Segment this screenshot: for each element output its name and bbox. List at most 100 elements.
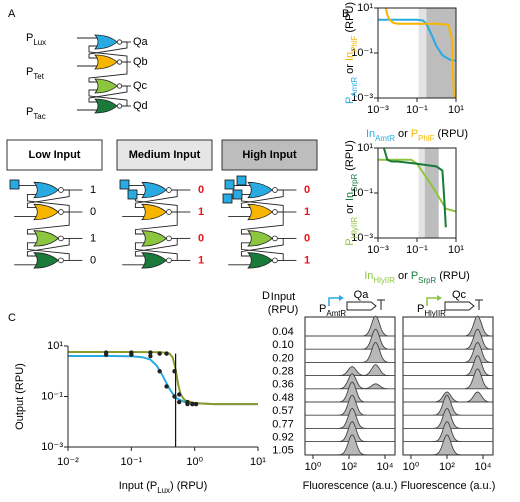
row-label: 0.04 bbox=[272, 326, 293, 338]
row-label: 0.36 bbox=[272, 379, 293, 391]
label-subscript: Lux bbox=[33, 38, 46, 47]
y-tick-label: 10¹ bbox=[47, 340, 63, 352]
histogram bbox=[403, 368, 493, 390]
label-part: P bbox=[26, 106, 33, 118]
inducer-square bbox=[9, 179, 20, 190]
promoter-arrowhead bbox=[339, 295, 344, 301]
histogram bbox=[305, 381, 395, 403]
gate-bubble bbox=[58, 235, 64, 242]
inducer-square bbox=[232, 189, 243, 200]
output-state: 1 bbox=[198, 206, 204, 218]
inducer-square bbox=[127, 189, 138, 200]
curve bbox=[378, 18, 457, 62]
curve bbox=[382, 147, 447, 228]
label-part: Output (RPU) bbox=[14, 363, 26, 430]
output-state: 0 bbox=[304, 184, 310, 196]
gate-bubble bbox=[166, 187, 172, 193]
wire bbox=[88, 62, 128, 83]
gene-box bbox=[444, 301, 475, 311]
x-axis-label: Input (PLux) (RPU) bbox=[119, 480, 208, 495]
wire bbox=[88, 85, 128, 103]
data-point bbox=[148, 350, 153, 355]
promoter-label: PLux bbox=[26, 32, 46, 47]
wire bbox=[134, 237, 178, 257]
row-label: 0.57 bbox=[272, 405, 293, 417]
gate-bubble bbox=[116, 59, 123, 65]
gate-bubble bbox=[116, 83, 123, 89]
row-header: Input bbox=[271, 291, 295, 303]
histogram bbox=[403, 355, 493, 377]
x-tick-label: 10⁴ bbox=[377, 461, 394, 473]
output-state: 0 bbox=[90, 254, 96, 266]
gate-bubble bbox=[58, 187, 64, 193]
y-tick-label: 10⁻³ bbox=[351, 92, 373, 104]
row-label: 0.48 bbox=[272, 392, 293, 404]
row-label: 0.28 bbox=[272, 366, 293, 378]
x-tick-label: 10¹ bbox=[448, 244, 464, 256]
label-part: P bbox=[344, 238, 356, 245]
row-header: (RPU) bbox=[268, 304, 299, 316]
label-subscript: SrpR bbox=[418, 276, 436, 285]
label-part: or bbox=[344, 61, 356, 77]
panel-label: C bbox=[8, 312, 16, 324]
output-state: 0 bbox=[304, 232, 310, 244]
label-part: P bbox=[344, 97, 356, 104]
label-part: Input (P bbox=[119, 480, 158, 492]
row-label: 0.20 bbox=[272, 352, 293, 364]
row-label: 1.05 bbox=[272, 445, 293, 457]
histogram bbox=[305, 341, 395, 363]
nor-gate bbox=[247, 181, 273, 199]
data-point bbox=[157, 369, 162, 374]
nor-gate bbox=[247, 230, 273, 247]
wire bbox=[88, 41, 128, 59]
label-subscript: HlyIIR bbox=[373, 276, 395, 285]
wire bbox=[134, 242, 178, 261]
label-part: P bbox=[411, 270, 418, 282]
x-tick-label: 10⁴ bbox=[475, 461, 492, 473]
x-tick-label: 10⁰ bbox=[186, 456, 203, 468]
label-subscript: Lux bbox=[157, 486, 170, 495]
x-tick-label: 10⁻³ bbox=[367, 104, 389, 116]
output-label: Qc bbox=[133, 80, 148, 92]
wire bbox=[134, 189, 178, 209]
gate-bubble bbox=[58, 257, 64, 264]
output-state: 1 bbox=[304, 254, 310, 266]
y-tick-label: 10⁻¹ bbox=[351, 187, 373, 199]
condition-label: Low Input bbox=[29, 149, 81, 161]
x-tick-label: 10² bbox=[341, 461, 357, 473]
x-tick-label: 10⁰ bbox=[305, 461, 322, 473]
wire bbox=[88, 89, 128, 107]
data-point bbox=[177, 392, 182, 397]
nor-gate bbox=[94, 98, 118, 114]
y-tick-label: 10¹ bbox=[357, 142, 373, 154]
label-part: or bbox=[395, 270, 411, 282]
data-point bbox=[193, 401, 199, 407]
curve bbox=[384, 7, 456, 99]
promoter-label: PTet bbox=[26, 66, 45, 81]
nor-gate bbox=[141, 230, 167, 247]
histogram bbox=[305, 434, 395, 456]
output-state: 1 bbox=[304, 206, 310, 218]
wire bbox=[26, 193, 70, 213]
x-axis-label: Fluorescence (a.u.) bbox=[401, 480, 496, 492]
x-tick-label: 10² bbox=[439, 461, 455, 473]
nor-gate bbox=[33, 181, 59, 199]
data-point bbox=[190, 401, 195, 407]
output-state: 1 bbox=[90, 184, 96, 196]
histogram bbox=[403, 407, 493, 429]
histogram bbox=[305, 421, 395, 443]
label-part: (RPU) bbox=[344, 140, 356, 174]
x-tick-label: 10⁻¹ bbox=[406, 104, 428, 116]
wire bbox=[26, 212, 70, 235]
promoter-arrow bbox=[328, 297, 339, 306]
label-part: In bbox=[344, 52, 356, 61]
gate-bubble bbox=[116, 103, 123, 109]
row-label: 0.77 bbox=[272, 418, 293, 430]
shaded-band bbox=[418, 8, 427, 98]
condition-box bbox=[6, 139, 103, 171]
wire bbox=[26, 237, 70, 257]
inducer-square bbox=[222, 193, 233, 204]
nor-gate bbox=[141, 181, 167, 199]
output-label: Qb bbox=[133, 56, 148, 68]
y-tick-label: 10⁻¹ bbox=[351, 47, 373, 59]
